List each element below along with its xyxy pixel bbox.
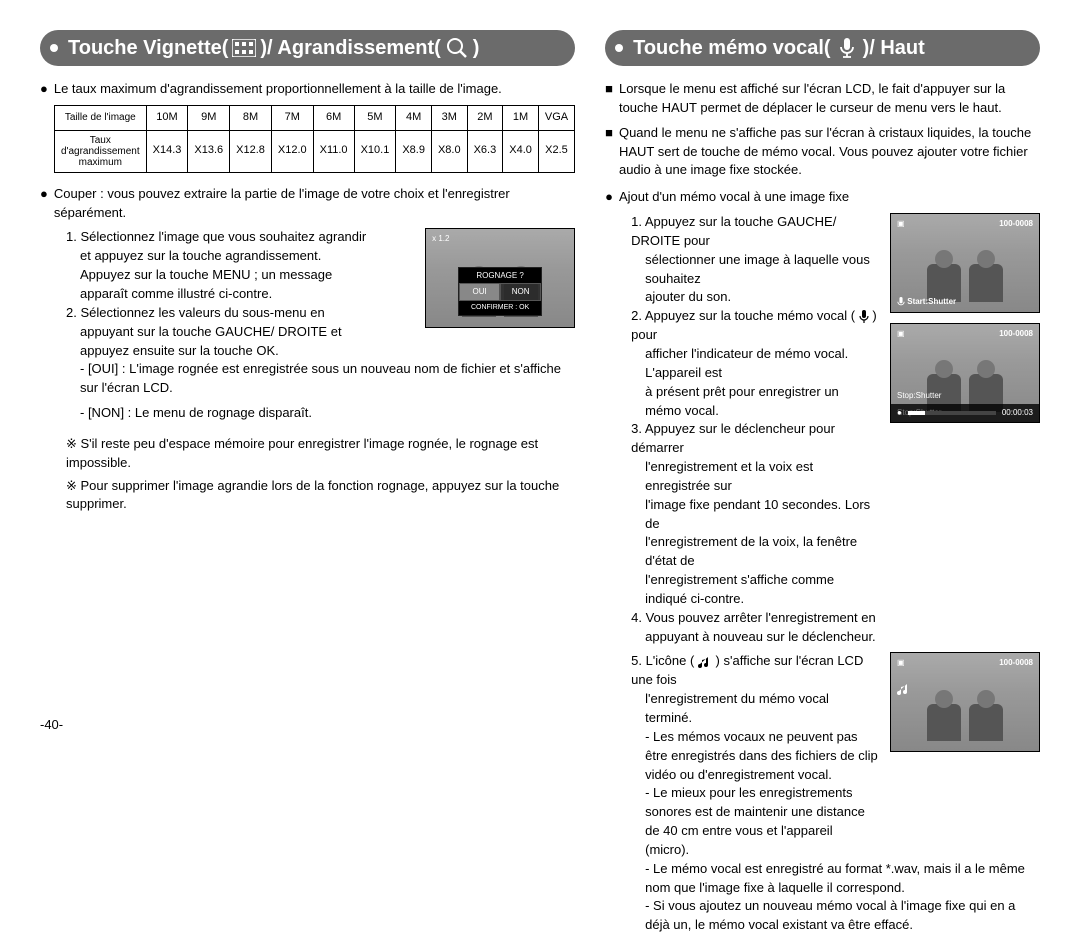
table-cell: X12.8	[230, 130, 272, 172]
crop-dialog: ROGNAGE ? OUI NON CONFIRMER : OK	[458, 267, 542, 316]
s1a: 1. Appuyez sur la touche GAUCHE/ DROITE …	[631, 213, 878, 251]
time-label: 00:00:03	[1002, 407, 1033, 419]
table-cell: 7M	[271, 105, 313, 130]
thumbnail-icon	[230, 36, 258, 60]
table-cell: X8.0	[431, 130, 467, 172]
table-cell: 5M	[354, 105, 396, 130]
intro-text: Le taux maximum d'agrandissement proport…	[54, 80, 502, 99]
dialog-yes: OUI	[459, 283, 500, 301]
s5-line: 5. L'icône ( ) s'affiche sur l'écran LCD…	[631, 652, 878, 690]
table-cell: X6.3	[467, 130, 503, 172]
start-label: Start:Shutter	[907, 297, 956, 306]
table-cell: X8.9	[396, 130, 432, 172]
table-cell: 6M	[313, 105, 354, 130]
memo-screenshot-2: ▣ 100-0008 Stop:Shutter ● 00:00:03 Stop:…	[890, 323, 1040, 423]
progress-bar	[908, 411, 996, 415]
bullet-icon: ●	[605, 188, 613, 207]
s5c: l'enregistrement du mémo vocal terminé.	[645, 690, 878, 728]
table-row1-head: Taille de l'image	[55, 105, 147, 130]
microphone-icon	[833, 36, 861, 60]
s3d: l'enregistrement de la voix, la fenêtre …	[645, 533, 878, 571]
s2-line: 2. Appuyez sur la touche mémo vocal ( ) …	[631, 307, 878, 345]
page-number: -40-	[40, 717, 63, 732]
table-cell: 2M	[467, 105, 503, 130]
p1: Lorsque le menu est affiché sur l'écran …	[619, 80, 1040, 118]
p2: Quand le menu ne s'affiche pas sur l'écr…	[619, 124, 1040, 181]
play-icon: ▣	[897, 328, 905, 340]
n3: - Le mémo vocal est enregistré au format…	[645, 860, 1040, 898]
header-text-a: Touche Vignette(	[68, 37, 228, 60]
table-cell: X10.1	[354, 130, 396, 172]
bullet-icon: ●	[40, 185, 48, 223]
s1b: sélectionner une image à laquelle vous s…	[645, 251, 878, 289]
header-text-c: )	[473, 37, 480, 60]
file-label: 100-0008	[999, 657, 1033, 669]
table-cell: X4.0	[503, 130, 539, 172]
header-text-b: )/ Agrandissement(	[260, 37, 440, 60]
s2a: 2. Appuyez sur la touche mémo vocal (	[631, 308, 855, 323]
table-cell: X12.0	[271, 130, 313, 172]
non-line: - [NON] : Le menu de rognage disparaît.	[80, 404, 575, 423]
play-icon: ▣	[897, 657, 905, 669]
row2-head-b: maximum	[79, 157, 122, 168]
dialog-title: ROGNAGE ?	[459, 268, 541, 284]
right-header: Touche mémo vocal( )/ Haut	[605, 30, 1040, 66]
crop-intro: Couper : vous pouvez extraire la partie …	[54, 185, 575, 223]
table-cell: 4M	[396, 105, 432, 130]
table-cell: X11.0	[313, 130, 354, 172]
memo-screenshot-3: ▣ 100-0008	[890, 652, 1040, 752]
memo-screenshot-1: ▣ 100-0008 Start:Shutter	[890, 213, 1040, 313]
header-text-a: Touche mémo vocal(	[633, 37, 830, 60]
zoom-label: x 1.2	[432, 233, 449, 245]
table-cell: 10M	[146, 105, 188, 130]
note-icon	[897, 683, 911, 697]
n1: - Les mémos vocaux ne peuvent pas être e…	[645, 728, 878, 785]
s4b: appuyant à nouveau sur le déclencheur.	[645, 628, 878, 647]
note1: ※ S'il reste peu d'espace mémoire pour e…	[66, 435, 575, 473]
left-header: Touche Vignette( )/ Agrandissement( )	[40, 30, 575, 66]
s5a: 5. L'icône (	[631, 653, 694, 668]
play-icon: ▣	[897, 218, 905, 230]
stop-label2: Stop:Shutter	[897, 390, 941, 402]
s3e: l'enregistrement s'affiche comme indiqué…	[645, 571, 878, 609]
table-cell: 1M	[503, 105, 539, 130]
table-cell: X13.6	[188, 130, 230, 172]
s1c: ajouter du son.	[645, 288, 878, 307]
subtitle: Ajout d'un mémo vocal à une image fixe	[619, 188, 849, 207]
table-row2-head: Taux d'agrandissement maximum	[55, 130, 147, 172]
s3a: 3. Appuyez sur le déclencheur pour démar…	[631, 420, 878, 458]
table-cell: X2.5	[538, 130, 574, 172]
table-cell: 3M	[431, 105, 467, 130]
dialog-confirm: CONFIRMER : OK	[459, 301, 541, 315]
right-column: Touche mémo vocal( )/ Haut ■ Lorsque le …	[605, 30, 1040, 935]
table-cell: VGA	[538, 105, 574, 130]
n4: - Si vous ajoutez un nouveau mémo vocal …	[645, 897, 1040, 935]
table-cell: 9M	[188, 105, 230, 130]
file-label: 100-0008	[999, 328, 1033, 340]
s3c: l'image fixe pendant 10 secondes. Lors d…	[645, 496, 878, 534]
n2: - Le mieux pour les enregistrements sono…	[645, 784, 878, 859]
s2d: à présent prêt pour enregistrer un mémo …	[645, 383, 878, 421]
header-text-b: )/ Haut	[863, 37, 925, 60]
rec-icon: ●	[897, 407, 902, 419]
note2: ※ Pour supprimer l'image agrandie lors d…	[66, 477, 575, 515]
file-label: 100-0008	[999, 218, 1033, 230]
oui-line: - [OUI] : L'image rognée est enregistrée…	[80, 360, 575, 398]
enlargement-table: Taille de l'image 10M 9M 8M 7M 6M 5M 4M …	[54, 105, 575, 173]
table-cell: 8M	[230, 105, 272, 130]
s3b: l'enregistrement et la voix est enregist…	[645, 458, 878, 496]
crop-screenshot: x 1.2 ROGNAGE ? OUI NON CONFIRMER : OK	[425, 228, 575, 328]
s2c: afficher l'indicateur de mémo vocal. L'a…	[645, 345, 878, 383]
magnify-icon	[443, 36, 471, 60]
bullet-icon: ■	[605, 124, 613, 181]
bullet-icon: ●	[40, 80, 48, 99]
bullet-icon: ■	[605, 80, 613, 118]
dialog-no: NON	[500, 283, 541, 301]
step2c: appuyez ensuite sur la touche OK.	[80, 342, 575, 361]
s4a: 4. Vous pouvez arrêter l'enregistrement …	[631, 609, 878, 628]
row2-head-a: Taux d'agrandissement	[61, 135, 140, 157]
left-column: Touche Vignette( )/ Agrandissement( ) ● …	[40, 30, 575, 935]
table-cell: X14.3	[146, 130, 188, 172]
